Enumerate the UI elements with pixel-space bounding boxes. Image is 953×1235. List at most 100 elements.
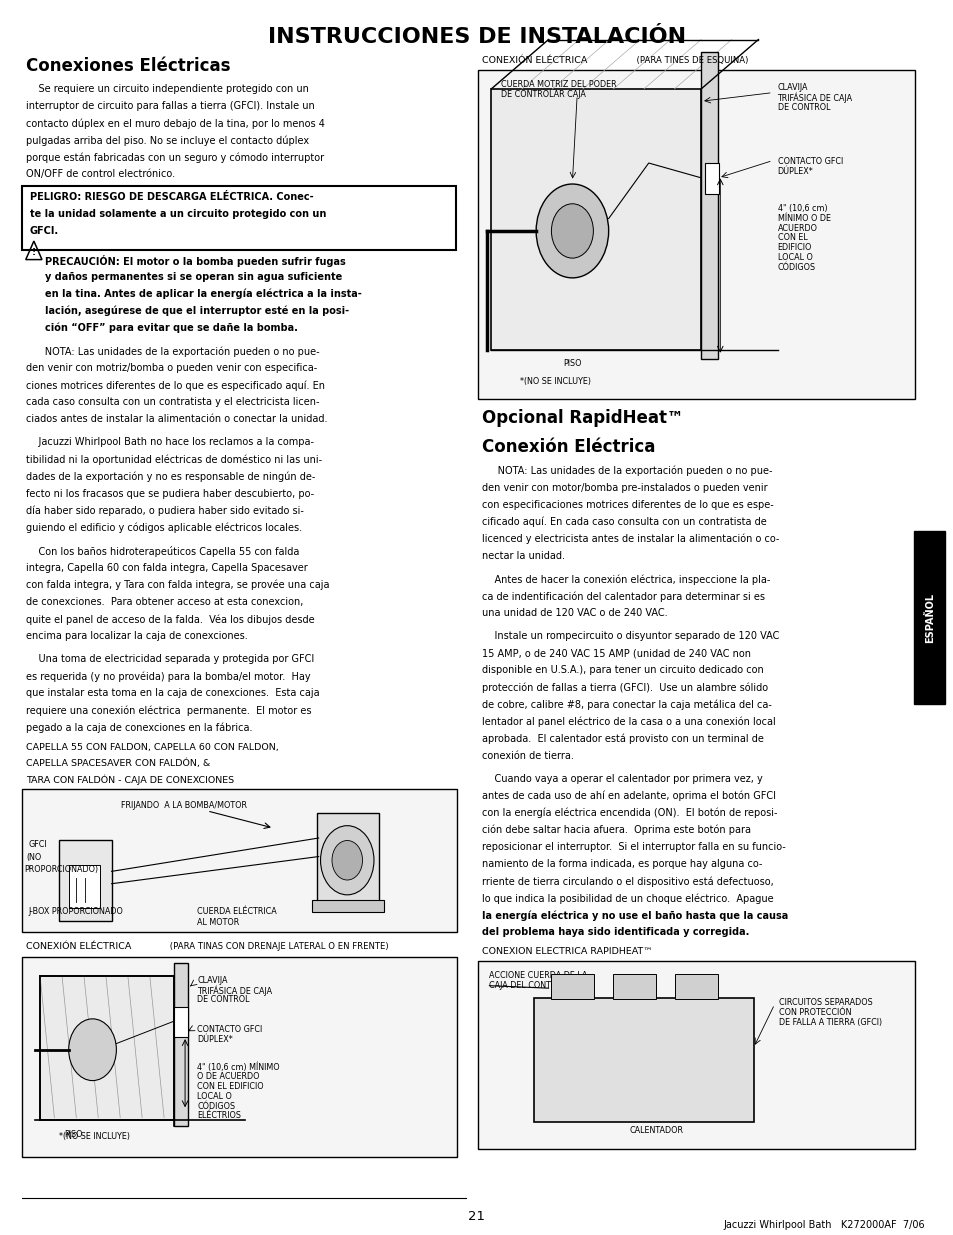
Text: (PARA TINAS CON DRENAJE LATERAL O EN FRENTE): (PARA TINAS CON DRENAJE LATERAL O EN FRE…	[167, 942, 388, 951]
Text: AL MOTOR: AL MOTOR	[197, 919, 239, 927]
Circle shape	[536, 184, 608, 278]
Text: con la energía eléctrica encendida (ON).  El botón de reposi-: con la energía eléctrica encendida (ON).…	[481, 808, 777, 819]
Bar	[551, 974, 594, 999]
Text: FRIJANDO  A LA BOMBA/MOTOR: FRIJANDO A LA BOMBA/MOTOR	[121, 802, 247, 810]
Bar	[704, 163, 719, 194]
Text: cada caso consulta con un contratista y el electricista licen-: cada caso consulta con un contratista y …	[26, 398, 319, 408]
Text: lo que indica la posibilidad de un choque eléctrico.  Apague: lo que indica la posibilidad de un choqu…	[481, 893, 773, 904]
Text: DE CONTROL: DE CONTROL	[197, 995, 250, 1004]
Circle shape	[551, 204, 593, 258]
Text: Opcional RapidHeat™: Opcional RapidHeat™	[481, 409, 682, 427]
Text: DE CONTROL: DE CONTROL	[777, 103, 829, 111]
Text: Se requiere un circuito independiente protegido con un: Se requiere un circuito independiente pr…	[26, 84, 309, 94]
Text: CONTACTO GFCI: CONTACTO GFCI	[197, 1025, 262, 1034]
Text: contacto dúplex en el muro debajo de la tina, por lo menos 4: contacto dúplex en el muro debajo de la …	[26, 119, 324, 128]
Text: una unidad de 120 VAC o de 240 VAC.: una unidad de 120 VAC o de 240 VAC.	[481, 608, 667, 618]
Text: CUERDA ELÉCTRICA: CUERDA ELÉCTRICA	[197, 908, 277, 916]
Text: Antes de hacer la conexión eléctrica, inspeccione la pla-: Antes de hacer la conexión eléctrica, in…	[481, 574, 769, 584]
Text: namiento de la forma indicada, es porque hay alguna co-: namiento de la forma indicada, es porque…	[481, 860, 761, 869]
Text: ESPAÑOL: ESPAÑOL	[924, 593, 934, 642]
Text: interruptor de circuito para fallas a tierra (GFCI). Instale un: interruptor de circuito para fallas a ti…	[26, 101, 314, 111]
Text: CALENTADOR: CALENTADOR	[629, 1126, 683, 1135]
Text: Jacuzzi Whirlpool Bath   K272000AF  7/06: Jacuzzi Whirlpool Bath K272000AF 7/06	[723, 1220, 924, 1230]
Text: 21: 21	[468, 1210, 485, 1224]
Text: PELIGRO: RIESGO DE DESCARGA ELÉCTRICA. Conec-: PELIGRO: RIESGO DE DESCARGA ELÉCTRICA. C…	[30, 193, 313, 203]
Bar	[69, 866, 100, 909]
Text: ACUERDO: ACUERDO	[777, 224, 817, 232]
Circle shape	[332, 841, 362, 881]
Text: pegado a la caja de conexciones en la fábrica.: pegado a la caja de conexciones en la fá…	[26, 722, 252, 734]
Text: !: !	[31, 248, 36, 257]
Bar	[534, 998, 753, 1121]
Text: cificado aquí. En cada caso consulta con un contratista de: cificado aquí. En cada caso consulta con…	[481, 516, 765, 527]
Text: den venir con motriz/bomba o pueden venir con especifica-: den venir con motriz/bomba o pueden veni…	[26, 363, 316, 373]
Bar	[477, 70, 914, 399]
Text: aprobada.  El calentador está provisto con un terminal de: aprobada. El calentador está provisto co…	[481, 734, 762, 745]
Text: licenced y electricista antes de instalar la alimentación o co-: licenced y electricista antes de instala…	[481, 534, 779, 545]
Text: antes de cada uso de ahí en adelante, oprima el botón GFCI: antes de cada uso de ahí en adelante, op…	[481, 790, 775, 802]
Text: GFCI.: GFCI.	[30, 226, 59, 236]
Text: NOTA: Las unidades de la exportación pueden o no pue-: NOTA: Las unidades de la exportación pue…	[481, 466, 772, 477]
Text: CON EL: CON EL	[777, 233, 806, 242]
Text: CONEXIÓN ELÉCTRICA: CONEXIÓN ELÉCTRICA	[26, 942, 131, 951]
Text: LOCAL O: LOCAL O	[777, 253, 812, 262]
Text: NOTA: Las unidades de la exportación pueden o no pue-: NOTA: Las unidades de la exportación pue…	[26, 346, 319, 357]
Text: PISO: PISO	[64, 1130, 82, 1139]
Text: CONTACTO GFCI: CONTACTO GFCI	[777, 157, 841, 165]
Text: DÚPLEX*: DÚPLEX*	[777, 167, 812, 175]
Bar	[22, 186, 456, 249]
Text: 4" (10,6 cm) MÍNIMO: 4" (10,6 cm) MÍNIMO	[197, 1062, 280, 1072]
Text: CLAVIJA: CLAVIJA	[777, 83, 807, 91]
Text: DE FALLA A TIERRA (GFCI): DE FALLA A TIERRA (GFCI)	[779, 1018, 882, 1026]
Text: CÓDIGOS: CÓDIGOS	[197, 1102, 235, 1110]
Text: J-BOX PROPORCIONADO: J-BOX PROPORCIONADO	[29, 908, 123, 916]
Text: 4" (10,6 cm): 4" (10,6 cm)	[777, 204, 826, 212]
Text: tibilidad ni la oportunidad eléctricas de doméstico ni las uni-: tibilidad ni la oportunidad eléctricas d…	[26, 454, 321, 466]
Text: CON EL EDIFICIO: CON EL EDIFICIO	[197, 1082, 264, 1091]
Text: lación, asegúrese de que el interruptor esté en la posi-: lación, asegúrese de que el interruptor …	[45, 306, 349, 316]
Text: lentador al panel eléctrico de la casa o a una conexión local: lentador al panel eléctrico de la casa o…	[481, 716, 775, 727]
Text: GFCI: GFCI	[29, 841, 48, 850]
Text: integra, Capella 60 con falda integra, Capella Spacesaver: integra, Capella 60 con falda integra, C…	[26, 563, 307, 573]
Text: ca de indentificación del calentador para determinar si es: ca de indentificación del calentador par…	[481, 592, 764, 601]
Bar	[700, 52, 718, 359]
Text: CAJA DEL CONTROL: CAJA DEL CONTROL	[489, 981, 567, 989]
Bar	[491, 89, 700, 350]
Text: DÚPLEX*: DÚPLEX*	[197, 1035, 233, 1044]
Text: EDIFICIO: EDIFICIO	[777, 243, 811, 252]
Text: MÍNIMO O DE: MÍNIMO O DE	[777, 214, 830, 222]
Text: de cobre, calibre #8, para conectar la caja metálica del ca-: de cobre, calibre #8, para conectar la c…	[481, 699, 771, 710]
Text: dades de la exportación y no es responsable de ningún de-: dades de la exportación y no es responsa…	[26, 472, 314, 482]
Text: CAPELLA SPACESAVER CON FALDÓN, &: CAPELLA SPACESAVER CON FALDÓN, &	[26, 758, 210, 768]
Text: PROPORCIONADO): PROPORCIONADO)	[24, 866, 98, 874]
Text: es requerida (y no provéida) para la bomba/el motor.  Hay: es requerida (y no provéida) para la bom…	[26, 672, 310, 682]
Text: que instalar esta toma en la caja de conexciones.  Esta caja: que instalar esta toma en la caja de con…	[26, 688, 319, 698]
Text: Instale un rompecircuito o disyuntor separado de 120 VAC: Instale un rompecircuito o disyuntor sep…	[481, 631, 779, 641]
Text: *(NO SE INCLUYE): *(NO SE INCLUYE)	[59, 1132, 130, 1141]
Text: den venir con motor/bomba pre-instalados o pueden venir: den venir con motor/bomba pre-instalados…	[481, 483, 766, 493]
Text: O DE ACUERDO: O DE ACUERDO	[197, 1072, 260, 1081]
Text: TARA CON FALDÓN - CAJA DE CONEXCIONES: TARA CON FALDÓN - CAJA DE CONEXCIONES	[26, 776, 233, 785]
Bar	[477, 961, 914, 1149]
Text: ACCIONE CUERDA DE LA: ACCIONE CUERDA DE LA	[489, 971, 587, 979]
Bar	[40, 976, 173, 1120]
Text: INSTRUCCIONES DE INSTALACIÓN: INSTRUCCIONES DE INSTALACIÓN	[268, 27, 685, 47]
Text: con falda integra, y Tara con falda integra, se provée una caja: con falda integra, y Tara con falda inte…	[26, 580, 329, 590]
Text: encima para localizar la caja de conexciones.: encima para localizar la caja de conexci…	[26, 631, 247, 641]
Circle shape	[320, 826, 374, 895]
Text: TRIFÁSICA DE CAJA: TRIFÁSICA DE CAJA	[777, 93, 852, 104]
Bar	[22, 957, 456, 1157]
Text: ción debe saltar hacia afuera.  Oprima este botón para: ción debe saltar hacia afuera. Oprima es…	[481, 825, 750, 836]
Text: CIRCUITOS SEPARADOS: CIRCUITOS SEPARADOS	[779, 998, 872, 1007]
Text: con especificaciones motrices diferentes de lo que es espe-: con especificaciones motrices diferentes…	[481, 500, 773, 510]
Text: Conexión Eléctrica: Conexión Eléctrica	[481, 438, 655, 457]
Bar	[913, 531, 944, 704]
Text: nectar la unidad.: nectar la unidad.	[481, 551, 564, 561]
Bar	[675, 974, 718, 999]
Text: LOCAL O: LOCAL O	[197, 1092, 233, 1100]
Text: Cuando vaya a operar el calentador por primera vez, y: Cuando vaya a operar el calentador por p…	[481, 774, 761, 784]
Bar	[173, 1007, 188, 1037]
Text: *(NO SE INCLUYE): *(NO SE INCLUYE)	[519, 377, 590, 385]
Text: Una toma de electricidad separada y protegida por GFCI: Una toma de electricidad separada y prot…	[26, 655, 314, 664]
Bar	[312, 900, 383, 913]
